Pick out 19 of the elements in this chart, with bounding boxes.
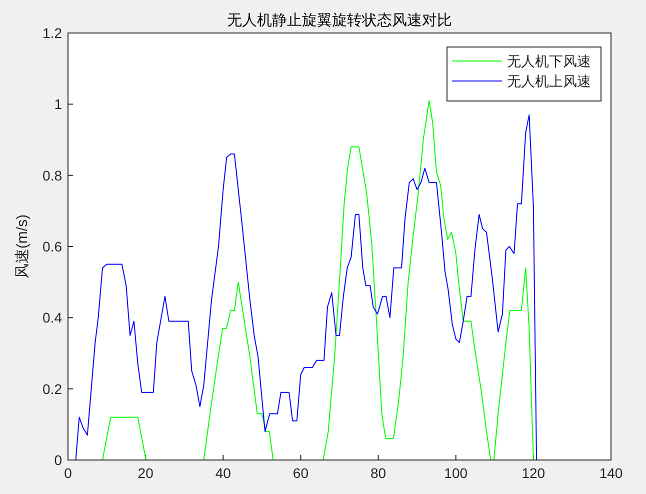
- ylabel: 风速(m/s): [14, 214, 31, 279]
- xtick: 40: [215, 465, 231, 481]
- title: 无人机静止旋翼旋转状态风速对比: [227, 12, 452, 29]
- xtick: 60: [292, 465, 308, 481]
- ytick: 0: [54, 452, 62, 468]
- xtick: 0: [64, 465, 72, 481]
- xtick: 120: [522, 465, 546, 481]
- ytick: 0.2: [42, 380, 62, 397]
- ytick: 0.4: [42, 310, 62, 326]
- xtick: 20: [138, 465, 154, 481]
- ytick: 0.6: [42, 238, 62, 254]
- ytick: 1.2: [42, 25, 62, 41]
- legend-label: 无人机下风速: [507, 53, 591, 69]
- legend-label: 无人机上风速: [507, 73, 591, 89]
- ytick: 1: [54, 96, 62, 112]
- xtick: 140: [599, 465, 623, 481]
- ytick: 0.8: [42, 167, 62, 184]
- xtick: 100: [444, 465, 468, 481]
- xtick: 80: [370, 465, 386, 481]
